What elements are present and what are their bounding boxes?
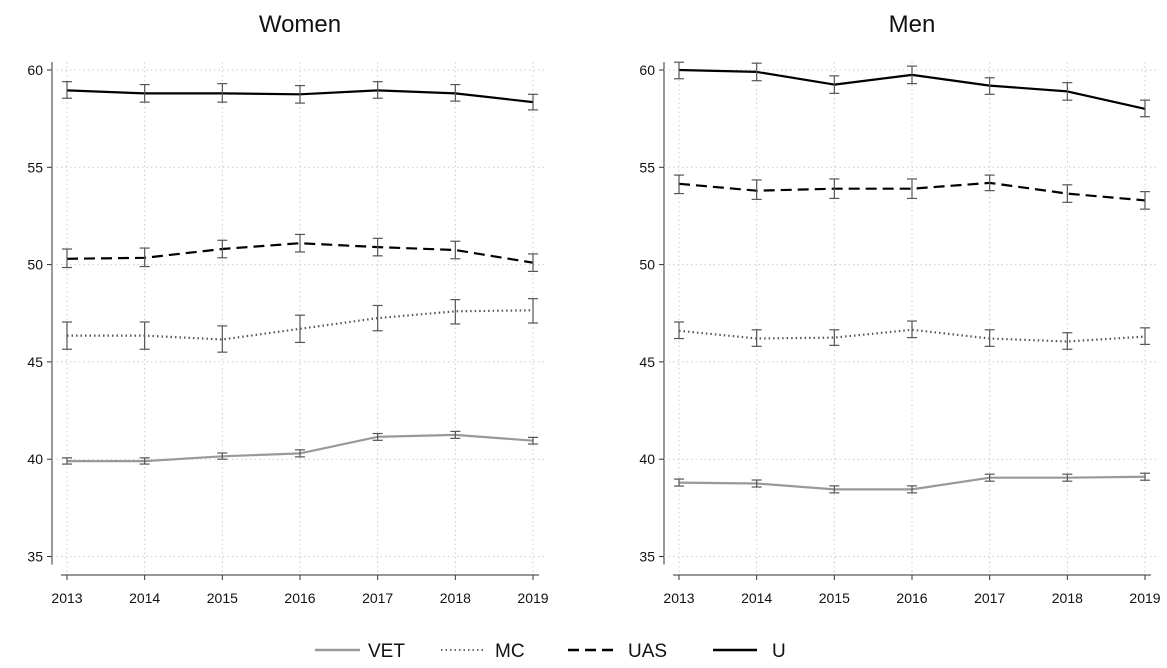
error-bar-mc-men <box>1062 332 1073 350</box>
y-tick-label-men: 35 <box>639 549 655 565</box>
error-bar-u-men <box>907 65 917 85</box>
error-bar-mc-women <box>295 314 305 344</box>
error-bar-mc-men <box>907 320 917 339</box>
error-bar-mc-women <box>139 321 150 350</box>
error-bar-mc-women <box>528 298 538 324</box>
y-tick-label-men: 55 <box>639 159 655 175</box>
error-bar-vet-women <box>217 452 228 460</box>
x-tick-label-men: 2014 <box>741 590 772 606</box>
x-tick-label-men: 2015 <box>819 590 850 606</box>
error-bar-uas-men <box>907 178 917 200</box>
error-bar-u-women <box>217 83 228 103</box>
error-bar-vet-women <box>528 436 538 445</box>
error-bar-uas-women <box>372 237 383 257</box>
error-bar-uas-women <box>450 240 461 260</box>
error-bar-vet-women <box>450 430 461 439</box>
error-bar-uas-men <box>984 174 995 192</box>
error-bar-mc-men <box>674 321 684 340</box>
error-bar-vet-women <box>139 457 150 465</box>
error-bar-u-men <box>674 61 684 80</box>
error-bar-vet-women <box>372 432 383 441</box>
x-tick-label-men: 2016 <box>896 590 927 606</box>
x-tick-label-men: 2013 <box>663 590 694 606</box>
error-bar-u-men <box>1062 82 1073 101</box>
x-tick-label-women: 2019 <box>517 590 548 606</box>
x-tick-label-men: 2019 <box>1129 590 1160 606</box>
error-bar-uas-men <box>1062 184 1073 203</box>
legend-label-uas: UAS <box>628 641 667 662</box>
panel-title-women: Women <box>259 11 341 38</box>
panel-women: Women 35 40 45 50 55 60 2013 2014 2015 2016 2017 20… <box>27 11 548 606</box>
x-tick-label-women: 2016 <box>284 590 315 606</box>
error-bar-vet-men <box>984 473 995 482</box>
error-bar-vet-men <box>1062 473 1073 482</box>
x-tick-label-women: 2013 <box>51 590 82 606</box>
error-bar-mc-men <box>1140 327 1150 345</box>
legend-label-mc: MC <box>495 641 525 662</box>
error-bar-vet-men <box>829 485 840 494</box>
error-bar-vet-men <box>674 478 684 487</box>
y-tick-label-men: 60 <box>639 62 655 78</box>
error-bar-mc-men <box>829 329 840 346</box>
error-bar-u-women <box>295 84 305 104</box>
error-bar-u-women <box>62 81 72 99</box>
y-tick-label-men: 45 <box>639 354 655 370</box>
x-tick-label-men: 2017 <box>974 590 1005 606</box>
error-bar-u-men <box>829 75 840 94</box>
legend: VET MC UAS U <box>315 641 786 662</box>
x-tick-label-women: 2017 <box>362 590 393 606</box>
error-bar-u-men <box>984 77 995 95</box>
panel-men: Men 35 40 45 50 55 60 2013 2014 2015 2016 2017 2018… <box>639 11 1160 606</box>
error-bar-u-women <box>450 83 461 102</box>
x-tick-label-women: 2014 <box>129 590 160 606</box>
error-bar-uas-men <box>1140 191 1150 210</box>
error-bar-vet-women <box>295 449 305 458</box>
x-tick-label-women: 2018 <box>440 590 471 606</box>
error-bar-mc-women <box>62 321 72 350</box>
y-tick-label-women: 35 <box>27 549 43 565</box>
error-bar-uas-men <box>674 174 684 195</box>
panel-title-men: Men <box>889 11 936 38</box>
error-bar-uas-women <box>217 239 228 259</box>
error-bar-u-men <box>751 62 762 82</box>
error-bar-vet-men <box>751 479 762 488</box>
error-bar-mc-women <box>217 325 228 353</box>
error-bar-u-women <box>139 83 150 103</box>
error-bar-mc-men <box>751 329 762 347</box>
legend-item-mc: MC <box>441 641 525 662</box>
x-tick-label-men: 2018 <box>1052 590 1083 606</box>
error-bar-u-women <box>528 93 538 111</box>
y-tick-label-women: 40 <box>27 451 43 467</box>
legend-label-vet: VET <box>368 641 405 662</box>
error-bar-uas-women <box>62 248 72 269</box>
error-bar-u-men <box>1140 99 1150 118</box>
error-bar-uas-women <box>139 247 150 268</box>
y-tick-label-women: 45 <box>27 354 43 370</box>
y-tick-label-women: 50 <box>27 257 43 273</box>
error-bar-vet-men <box>1140 472 1150 481</box>
error-bar-vet-men <box>907 485 917 494</box>
error-bar-vet-women <box>62 457 72 465</box>
y-tick-label-men: 50 <box>639 257 655 273</box>
y-tick-label-women: 55 <box>27 159 43 175</box>
legend-label-u: U <box>772 641 786 662</box>
legend-item-uas: UAS <box>568 641 667 662</box>
error-bar-uas-women <box>295 233 305 253</box>
error-bar-mc-women <box>372 304 383 332</box>
error-bar-u-women <box>372 81 383 99</box>
y-tick-label-women: 60 <box>27 62 43 78</box>
legend-item-vet: VET <box>315 641 405 662</box>
legend-item-u: U <box>713 641 786 662</box>
x-tick-label-women: 2015 <box>207 590 238 606</box>
error-bar-mc-men <box>984 329 995 347</box>
error-bar-uas-men <box>829 178 840 200</box>
error-bar-uas-men <box>751 179 762 201</box>
error-bar-mc-women <box>450 299 461 325</box>
y-tick-label-men: 40 <box>639 451 655 467</box>
error-bar-uas-women <box>528 253 538 273</box>
